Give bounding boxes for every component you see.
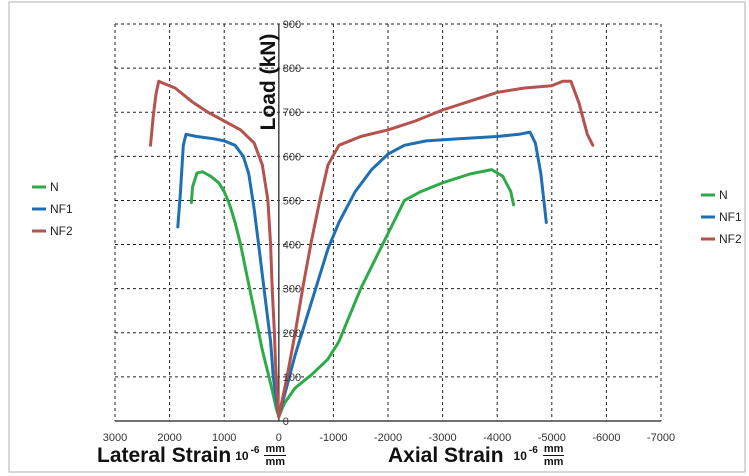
lateral-unit-power: 10 -6	[235, 445, 261, 463]
series-n-axial	[277, 168, 516, 419]
x-tick-0: 0	[276, 432, 282, 444]
y-tick-0: 0	[283, 416, 289, 428]
x-tick--6000: -6000	[592, 432, 620, 444]
x-tick--3000: -3000	[429, 432, 457, 444]
y-tick-500: 500	[283, 195, 301, 207]
y-tick-200: 200	[283, 328, 301, 340]
series-n-lateral	[189, 170, 281, 419]
x-tick-1000: 1000	[212, 432, 236, 444]
legend-label-nf2: NF2	[50, 224, 73, 238]
legend-left: N NF1 NF2	[32, 180, 73, 238]
x-tick--5000: -5000	[538, 432, 566, 444]
y-axis-label: Load (kN)	[257, 34, 280, 131]
x-tick--1000: -1000	[319, 432, 347, 444]
y-tick-700: 700	[283, 107, 301, 119]
x-axis-label-axial: Axial Strain 10 -6 mm mm	[388, 443, 565, 468]
y-tick-600: 600	[283, 151, 301, 163]
y-tick-labels: 900 800 700 600 500 400 300 200 100 0	[283, 19, 301, 428]
y-tick-800: 800	[283, 63, 301, 75]
x-tick-labels: 3000 2000 1000 0 -1000 -2000 -3000 -4000 -5000 -6…	[103, 432, 675, 444]
x-axis-label-lateral: Lateral Strain 10 -6 mm mm	[97, 443, 287, 468]
lateral-unit-denominator: mm	[265, 456, 286, 468]
legend-label-n: N	[719, 188, 728, 202]
x-tick--2000: -2000	[374, 432, 402, 444]
y-tick-400: 400	[283, 240, 301, 252]
axial-unit-power: 10 -6	[513, 445, 540, 463]
lateral-unit-prefix: 10	[235, 448, 249, 463]
x-tick-2000: 2000	[157, 432, 181, 444]
series-nf2-axial	[277, 79, 595, 419]
legend-right: N NF1 NF2	[701, 188, 742, 246]
lateral-strain-label: Lateral Strain	[97, 443, 232, 467]
x-tick-3000: 3000	[103, 432, 127, 444]
axial-unit-fraction: mm mm	[542, 443, 565, 468]
legend-label-n: N	[50, 180, 59, 194]
lateral-unit-exponent: -6	[250, 444, 260, 456]
series-nf1-lateral	[176, 132, 281, 419]
x-tick--4000: -4000	[483, 432, 511, 444]
series-curves	[149, 79, 595, 419]
legend-label-nf1: NF1	[719, 210, 742, 224]
y-tick-100: 100	[283, 372, 301, 384]
lateral-unit-fraction: mm mm	[264, 443, 287, 468]
axial-unit-numerator: mm	[542, 443, 565, 456]
axial-unit-denominator: mm	[543, 456, 564, 468]
lateral-unit-numerator: mm	[264, 443, 287, 456]
axial-unit-prefix: 10	[513, 448, 527, 463]
grid-lines	[114, 23, 662, 421]
series-nf1-axial	[277, 130, 548, 419]
legend-label-nf2: NF2	[719, 232, 742, 246]
series-nf2-lateral	[149, 79, 281, 419]
axial-strain-label: Axial Strain	[388, 443, 504, 467]
y-tick-300: 300	[283, 284, 301, 296]
y-tick-900: 900	[283, 19, 301, 31]
axial-unit-exponent: -6	[528, 444, 538, 456]
legend-label-nf1: NF1	[50, 202, 73, 216]
plot-frame	[8, 1, 746, 473]
x-tick--7000: -7000	[647, 432, 675, 444]
